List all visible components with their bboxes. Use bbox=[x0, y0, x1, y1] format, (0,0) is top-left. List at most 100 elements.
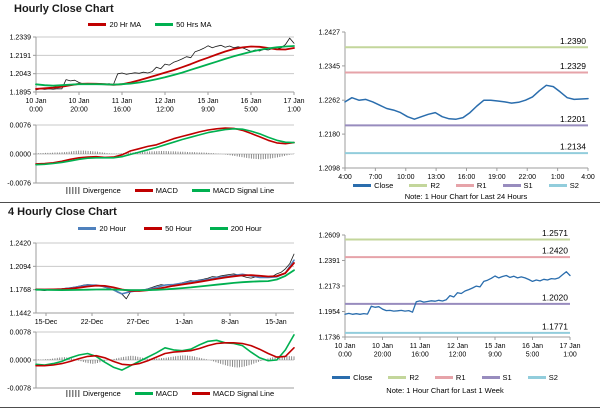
svg-text:8-Jan: 8-Jan bbox=[221, 319, 239, 326]
svg-text:16 Jan: 16 Jan bbox=[240, 98, 261, 105]
svg-text:15 Jan: 15 Jan bbox=[197, 98, 218, 105]
series-200-hour bbox=[35, 269, 295, 292]
svg-text:22-Dec: 22-Dec bbox=[81, 319, 104, 326]
four-hourly-macd-legend: Divergence MACD MACD Signal Line bbox=[30, 389, 310, 398]
legend-item-close: Close bbox=[353, 181, 393, 190]
svg-text:12:00: 12:00 bbox=[156, 107, 174, 114]
legend-item-50-hrs-ma: 50 Hrs MA bbox=[155, 20, 212, 29]
hourly-sr-note: Note: 1 Hour Chart for Last 24 Hours bbox=[404, 192, 528, 201]
svg-text:1.1768: 1.1768 bbox=[10, 287, 32, 294]
line-swatch-icon bbox=[134, 392, 153, 395]
four-hourly-close-chart-title: 4 Hourly Close Chart bbox=[8, 206, 117, 218]
legend-label: MACD bbox=[155, 186, 178, 195]
svg-text:1.2345: 1.2345 bbox=[319, 63, 341, 70]
line-swatch-icon bbox=[78, 227, 97, 230]
legend-item-200-hour: 200 Hour bbox=[209, 224, 262, 233]
svg-text:16:00: 16:00 bbox=[458, 174, 476, 181]
svg-text:10 Jan: 10 Jan bbox=[372, 343, 393, 350]
svg-text:9:00: 9:00 bbox=[201, 107, 215, 114]
svg-text:1:00: 1:00 bbox=[551, 174, 565, 181]
svg-text:5:00: 5:00 bbox=[244, 107, 258, 114]
line-swatch-icon bbox=[155, 23, 174, 26]
svg-text:1.2609: 1.2609 bbox=[319, 233, 341, 240]
svg-text:1.2173: 1.2173 bbox=[319, 283, 341, 290]
svg-text:10 Jan: 10 Jan bbox=[334, 343, 355, 350]
svg-text:4:00: 4:00 bbox=[338, 174, 352, 181]
legend-label: R1 bbox=[476, 181, 487, 190]
svg-text:12 Jan: 12 Jan bbox=[447, 343, 468, 350]
svg-text:-0.0078: -0.0078 bbox=[7, 386, 31, 393]
line-swatch-icon bbox=[434, 376, 453, 379]
svg-text:1.2094: 1.2094 bbox=[10, 264, 32, 271]
svg-text:7:00: 7:00 bbox=[369, 174, 383, 181]
svg-text:15-Dec: 15-Dec bbox=[35, 319, 58, 326]
legend-item-50-hour: 50 Hour bbox=[144, 224, 192, 233]
divergence-bars bbox=[35, 355, 295, 368]
svg-text:11 Jan: 11 Jan bbox=[112, 98, 133, 105]
legend-label: 20 Hour bbox=[99, 224, 127, 233]
svg-text:13:00: 13:00 bbox=[427, 174, 445, 181]
section-divider-top bbox=[0, 202, 600, 203]
svg-text:1.2339: 1.2339 bbox=[10, 35, 32, 42]
svg-text:0.0000: 0.0000 bbox=[10, 358, 32, 365]
four-hourly-ma-legend: 20 Hour 50 Hour 200 Hour bbox=[40, 224, 300, 233]
series-macd-signal-line bbox=[35, 128, 295, 166]
legend-label: Divergence bbox=[82, 389, 121, 398]
section-divider-bottom bbox=[0, 407, 600, 408]
legend-label: S1 bbox=[502, 373, 512, 382]
legend-label: 50 Hour bbox=[165, 224, 192, 233]
svg-text:1.1895: 1.1895 bbox=[10, 90, 32, 97]
svg-text:20:00: 20:00 bbox=[70, 107, 88, 114]
svg-text:0.0078: 0.0078 bbox=[10, 330, 32, 337]
line-swatch-icon bbox=[353, 184, 372, 187]
svg-text:4:00: 4:00 bbox=[581, 174, 595, 181]
svg-text:20:00: 20:00 bbox=[374, 352, 392, 359]
svg-text:1.2571: 1.2571 bbox=[542, 228, 568, 238]
legend-label: R2 bbox=[430, 181, 440, 190]
legend-label: Divergence bbox=[82, 186, 121, 195]
series-20-hr-ma bbox=[35, 45, 295, 90]
series-50-hrs-ma bbox=[35, 45, 295, 87]
legend-label: MACD Signal Line bbox=[212, 186, 275, 195]
legend-item-macd: MACD bbox=[134, 389, 178, 398]
series-macd-signal-line bbox=[35, 341, 295, 367]
legend-item-s1: S1 bbox=[481, 373, 512, 382]
series-macd bbox=[35, 334, 295, 371]
svg-text:1.2427: 1.2427 bbox=[319, 30, 341, 37]
svg-text:1.2391: 1.2391 bbox=[319, 258, 341, 265]
legend-item-divergence: Divergence bbox=[65, 186, 121, 195]
svg-text:10 Jan: 10 Jan bbox=[68, 98, 89, 105]
legend-label: 200 Hour bbox=[230, 224, 262, 233]
line-swatch-icon bbox=[388, 376, 407, 379]
series-close bbox=[344, 271, 571, 315]
svg-text:16 Jan: 16 Jan bbox=[522, 343, 543, 350]
svg-text:1.2098: 1.2098 bbox=[319, 166, 341, 173]
svg-text:15-Jan: 15-Jan bbox=[265, 319, 287, 326]
legend-label: Close bbox=[374, 181, 394, 190]
svg-text:1.2262: 1.2262 bbox=[319, 98, 341, 105]
svg-text:17 Jan: 17 Jan bbox=[559, 343, 580, 350]
line-swatch-icon bbox=[134, 189, 153, 192]
svg-text:10 Jan: 10 Jan bbox=[25, 98, 46, 105]
series-50-hour bbox=[35, 262, 295, 292]
svg-text:19:00: 19:00 bbox=[488, 174, 506, 181]
svg-text:16:00: 16:00 bbox=[113, 107, 131, 114]
svg-text:0.0000: 0.0000 bbox=[10, 152, 32, 159]
legend-item-20-hr-ma: 20 Hr MA bbox=[88, 20, 141, 29]
four-hourly-sr-note: Note: 1 Hour Chart for Last 1 Week bbox=[386, 386, 504, 395]
legend-label: S2 bbox=[548, 373, 558, 382]
bar-swatch-icon bbox=[65, 390, 80, 397]
svg-text:17 Jan: 17 Jan bbox=[283, 98, 304, 105]
line-swatch-icon bbox=[409, 184, 428, 187]
legend-label: S1 bbox=[523, 181, 533, 190]
line-swatch-icon bbox=[88, 23, 107, 26]
svg-text:1.2420: 1.2420 bbox=[10, 241, 32, 248]
legend-label: MACD bbox=[155, 389, 178, 398]
svg-text:5:00: 5:00 bbox=[526, 352, 540, 359]
svg-text:12:00: 12:00 bbox=[449, 352, 467, 359]
legend-item-s2: S2 bbox=[527, 373, 558, 382]
legend-item-r2: R2 bbox=[388, 373, 419, 382]
svg-text:1.1954: 1.1954 bbox=[319, 309, 341, 316]
